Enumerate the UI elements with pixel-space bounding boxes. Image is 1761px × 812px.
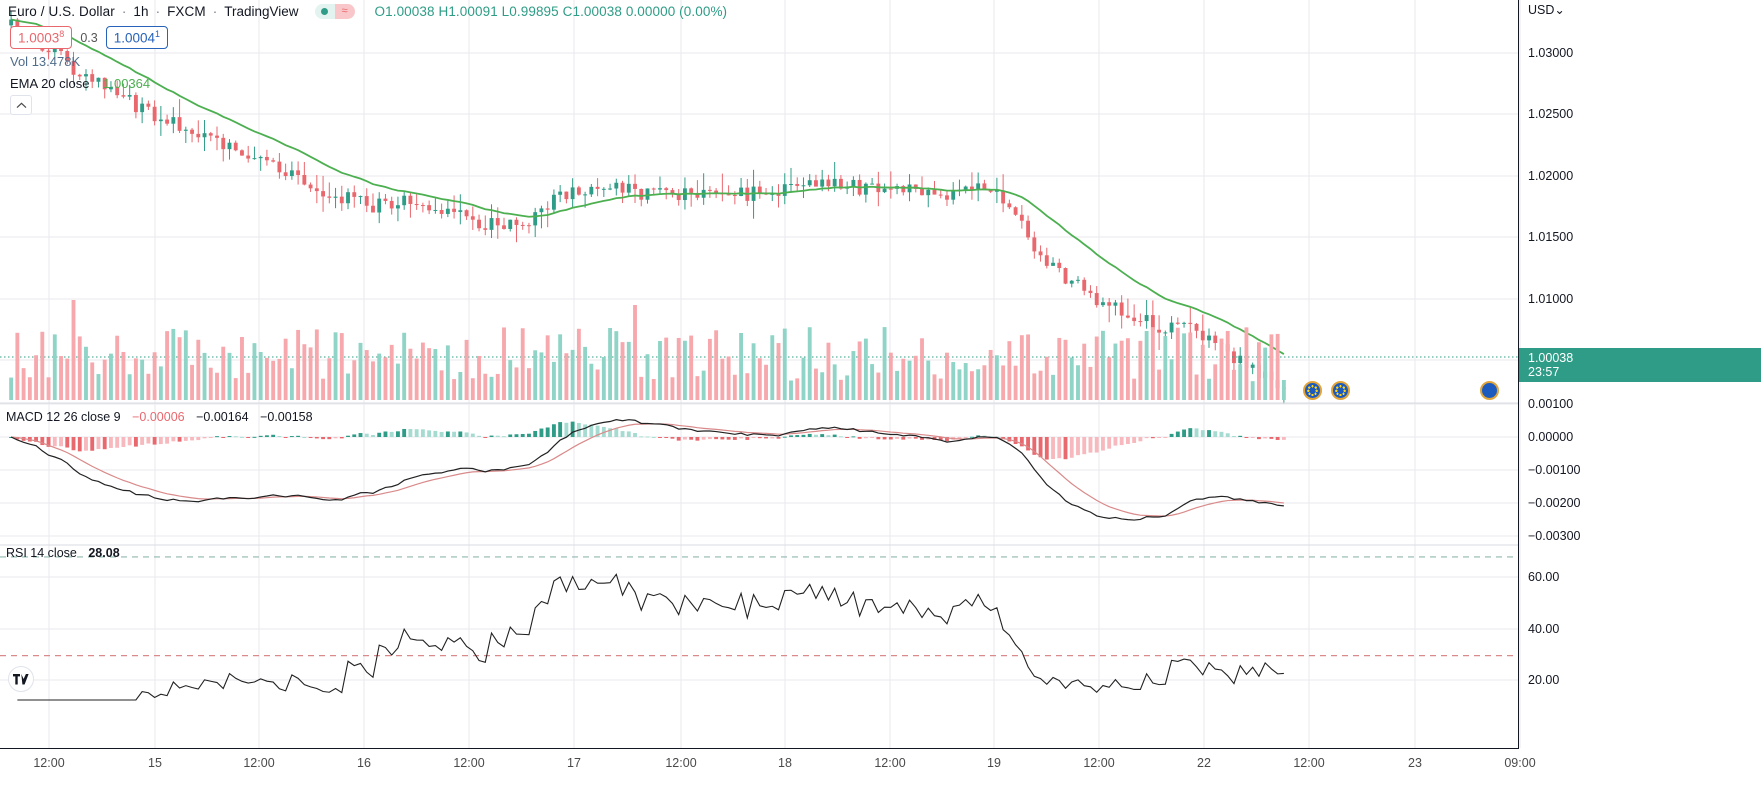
- time-tick[interactable]: 19: [987, 756, 1001, 770]
- spread-value: 0.3: [80, 30, 98, 45]
- ema-legend[interactable]: EMA 20 close 1.00364: [10, 76, 150, 91]
- ask-pip: 1: [155, 29, 161, 39]
- price-candles: [9, 10, 1286, 404]
- tradingview-logo-icon[interactable]: [8, 666, 34, 692]
- macd-value-1: −0.00006: [132, 410, 185, 424]
- ema-line: [10, 18, 1285, 355]
- chart-style-toggle[interactable]: ≈: [314, 4, 355, 19]
- macd-value-3: −0.00158: [260, 410, 313, 424]
- symbol-title[interactable]: Euro / U.S. Dollar: [8, 4, 115, 19]
- rsi-line: [17, 573, 1284, 701]
- candle-style-icon[interactable]: [314, 4, 335, 19]
- legend-sep: ·: [212, 4, 218, 19]
- chevron-up-icon[interactable]: [10, 95, 32, 115]
- legend-sep: ·: [121, 4, 127, 19]
- time-tick[interactable]: 12:00: [243, 756, 275, 770]
- tradingview-logo-glyph: [13, 673, 29, 684]
- time-tick[interactable]: 18: [778, 756, 792, 770]
- time-tick[interactable]: 12:00: [1083, 756, 1115, 770]
- ask-badge[interactable]: 1.00041: [105, 26, 169, 50]
- interval-label[interactable]: 1h: [133, 4, 149, 19]
- time-tick[interactable]: 12:00: [1293, 756, 1325, 770]
- line-style-icon[interactable]: ≈: [334, 4, 355, 19]
- bid-badge[interactable]: 1.00038: [10, 26, 73, 50]
- eu-flag-event-icon[interactable]: [1331, 381, 1350, 400]
- bid-pip: 8: [59, 29, 65, 39]
- ohlc-values: O1.00038 H1.00091 L0.99895 C1.00038 0.00…: [374, 4, 728, 19]
- quote-badges: 1.00038 0.3 1.00041: [10, 26, 169, 50]
- time-tick[interactable]: 17: [567, 756, 581, 770]
- legend-sep: ·: [155, 4, 161, 19]
- time-tick[interactable]: 12:00: [33, 756, 65, 770]
- exchange-label[interactable]: FXCM: [167, 4, 206, 19]
- volume-legend-value: 13.478K: [31, 54, 81, 69]
- rsi-legend-label: RSI 14 close: [6, 546, 77, 560]
- ema-legend-label: EMA 20 close: [10, 76, 90, 91]
- bid-value: 1.0003: [18, 30, 60, 46]
- volume-legend-label: Vol: [10, 54, 29, 69]
- time-tick[interactable]: 15: [148, 756, 162, 770]
- ask-value: 1.0004: [113, 30, 155, 46]
- ema-legend-value: 1.00364: [103, 76, 151, 91]
- source-label: TradingView: [224, 4, 299, 19]
- macd-legend[interactable]: MACD 12 26 close 9 −0.00006 −0.00164 −0.…: [6, 410, 313, 424]
- chevron-up-glyph: [16, 101, 26, 108]
- eu-flag-event-icon[interactable]: [1480, 381, 1499, 400]
- time-tick[interactable]: 09:00: [1504, 756, 1536, 770]
- time-tick[interactable]: 22: [1197, 756, 1211, 770]
- macd-legend-label: MACD 12 26 close 9: [6, 410, 121, 424]
- time-tick[interactable]: 12:00: [453, 756, 485, 770]
- time-tick[interactable]: 16: [357, 756, 371, 770]
- macd-value-2: −0.00164: [196, 410, 249, 424]
- macd-histogram: [9, 421, 1286, 460]
- rsi-legend[interactable]: RSI 14 close 28.08: [6, 546, 120, 560]
- time-axis-divider: [0, 748, 1519, 749]
- volume-bars: [9, 300, 1286, 400]
- time-tick[interactable]: 23: [1408, 756, 1422, 770]
- macd-line: [10, 419, 1284, 521]
- time-tick[interactable]: 12:00: [874, 756, 906, 770]
- time-tick[interactable]: 12:00: [665, 756, 697, 770]
- chart-legend-header: Euro / U.S. Dollar · 1h · FXCM · Trading…: [8, 4, 727, 19]
- eu-flag-event-icon[interactable]: [1303, 381, 1322, 400]
- rsi-legend-value: 28.08: [88, 546, 120, 560]
- volume-legend[interactable]: Vol 13.478K: [10, 54, 80, 69]
